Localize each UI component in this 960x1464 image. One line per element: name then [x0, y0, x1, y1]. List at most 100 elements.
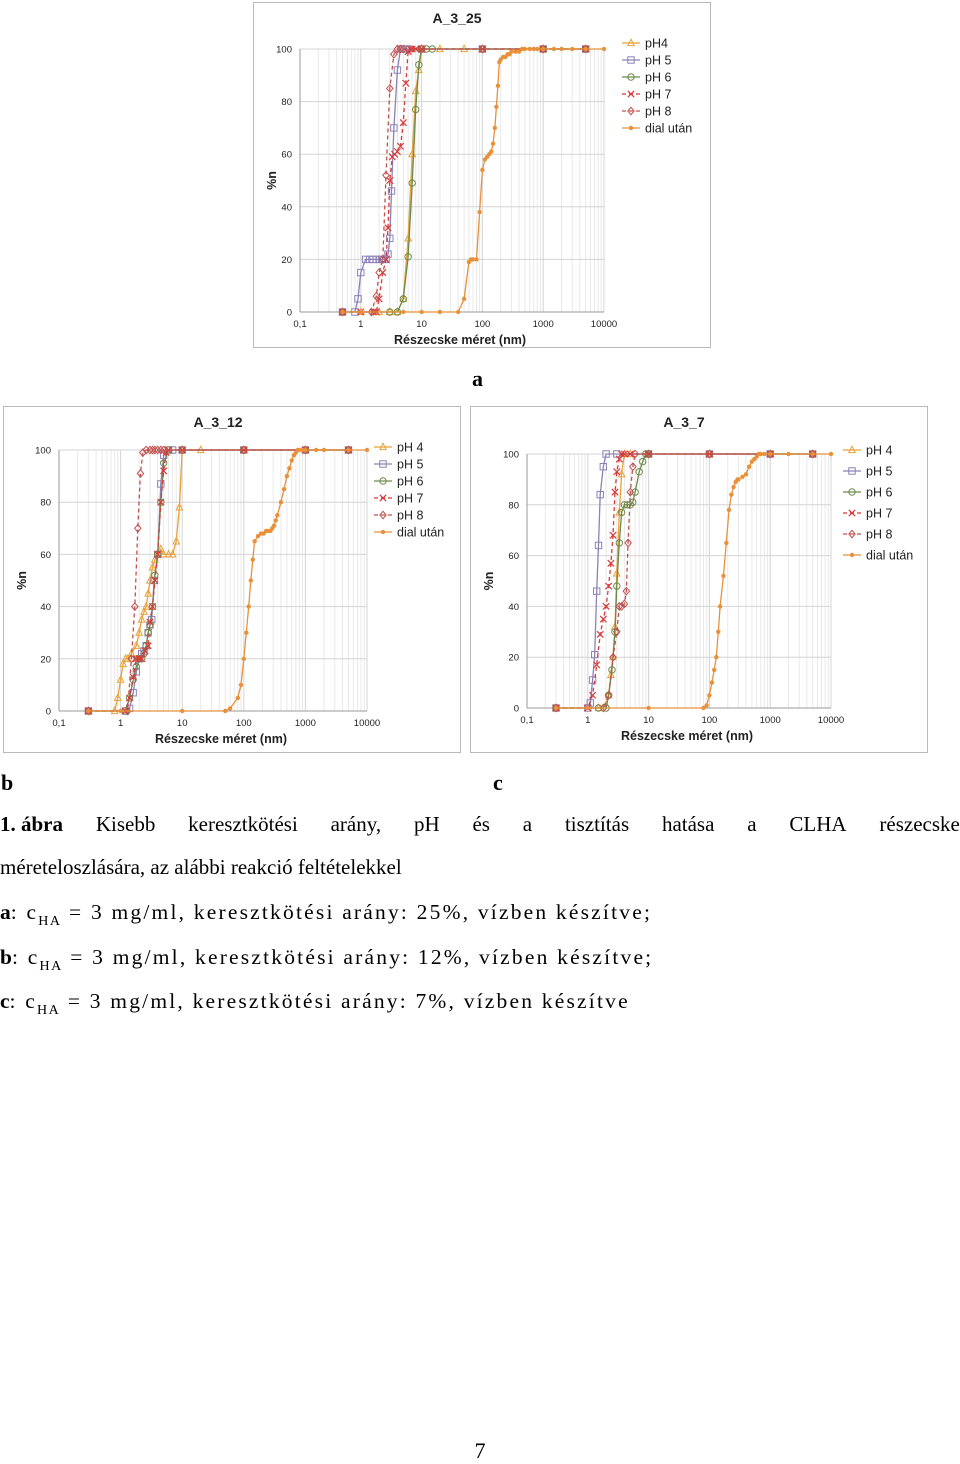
data-point [382, 255, 390, 264]
data-point [238, 682, 244, 688]
data-point [135, 627, 144, 636]
data-point [639, 457, 647, 466]
data-point [531, 46, 536, 52]
data-point [399, 293, 408, 302]
data-point [495, 83, 501, 89]
series-ph-5 [84, 446, 353, 715]
condition-text: = 3 mg/ml, keresztkötési arány: 7%, vízb… [60, 989, 630, 1013]
data-point [223, 708, 228, 714]
legend-entry: dial után [843, 549, 913, 563]
x-tick-label: 1 [585, 715, 590, 726]
x-axis-label: Részecske méret (nm) [394, 333, 526, 347]
y-tick-label: 100 [503, 450, 519, 461]
legend-entry: pH 6 [622, 71, 671, 85]
data-point [461, 296, 467, 302]
data-point [611, 628, 619, 636]
condition-label: b [0, 945, 12, 969]
legend-marker [627, 90, 635, 98]
data-point [492, 125, 498, 131]
data-point [593, 661, 601, 669]
data-point [758, 451, 763, 457]
data-point [367, 307, 376, 317]
data-point [422, 45, 431, 53]
data-point [617, 508, 626, 517]
legend-label: pH 6 [866, 486, 892, 500]
data-point [596, 490, 604, 499]
data-point [766, 449, 775, 459]
data-point [516, 49, 522, 54]
data-point [119, 659, 128, 668]
data-point [246, 604, 251, 609]
series-ph-8 [338, 44, 590, 317]
chart-b-svg: A_3_12 0,1 1 10 100 1000 10000 0 20 40 60 80 100 Rész… [15, 414, 444, 746]
data-point [740, 474, 745, 480]
data-point [384, 224, 392, 232]
legend-marker [848, 509, 856, 517]
data-point [175, 502, 184, 511]
data-point [412, 45, 420, 53]
data-point [736, 477, 741, 482]
data-point [378, 254, 387, 264]
legend-marker [628, 125, 634, 131]
chart-title: A_3_12 [193, 414, 242, 430]
data-point [132, 640, 141, 649]
x-tick-label: 10 [177, 718, 188, 729]
data-point [615, 539, 624, 547]
data-point [153, 445, 162, 455]
data-point [303, 447, 308, 453]
caption-word: a [522, 812, 533, 836]
data-point [631, 449, 639, 459]
legend-entry: pH 8 [374, 509, 423, 523]
data-point [620, 450, 629, 458]
legend-marker [847, 445, 857, 454]
condition-sep: : c [10, 900, 39, 924]
data-point [509, 49, 514, 54]
data-point [244, 630, 249, 635]
data-point [275, 513, 280, 518]
data-point [156, 445, 165, 455]
data-point [393, 147, 402, 156]
legend-label: dial után [645, 122, 692, 136]
data-point [136, 469, 145, 478]
chart-title: A_3_25 [432, 10, 481, 26]
chart-a-svg: A_3_25 0,1 1 10 100 1000 10000 0 20 40 60 80 100 Rész… [265, 10, 692, 347]
data-point [707, 693, 712, 698]
legend-entry: pH 4 [374, 441, 423, 455]
data-point [399, 295, 407, 303]
data-point [227, 706, 233, 711]
data-point [164, 549, 173, 558]
data-point [743, 472, 749, 477]
x-tick-label: 0,1 [293, 319, 306, 330]
data-point [151, 576, 159, 585]
data-point [513, 49, 518, 54]
data-point [159, 445, 168, 455]
legend-label: pH 6 [645, 71, 671, 85]
data-point [588, 691, 597, 699]
data-point [127, 654, 136, 664]
series-line [88, 449, 349, 712]
y-tick-label: 60 [281, 150, 292, 161]
data-point [607, 559, 615, 567]
data-point [399, 44, 408, 54]
series-ph-7 [552, 450, 817, 712]
data-point [178, 445, 187, 455]
legend-marker [379, 510, 387, 520]
data-point [731, 484, 736, 490]
data-point [477, 209, 482, 215]
x-tick-label: 1 [358, 319, 363, 330]
data-point [338, 307, 347, 317]
data-point [393, 66, 402, 74]
data-point [123, 706, 132, 716]
data-point [132, 662, 141, 671]
data-point [717, 604, 723, 609]
data-point [808, 449, 817, 459]
data-point [157, 498, 165, 506]
y-tick-label: 40 [281, 202, 292, 213]
data-point [159, 459, 168, 467]
data-point [148, 445, 157, 455]
data-point [608, 666, 616, 674]
data-point [489, 149, 494, 154]
data-point [157, 498, 165, 506]
data-point [289, 458, 294, 463]
data-point [596, 630, 604, 638]
